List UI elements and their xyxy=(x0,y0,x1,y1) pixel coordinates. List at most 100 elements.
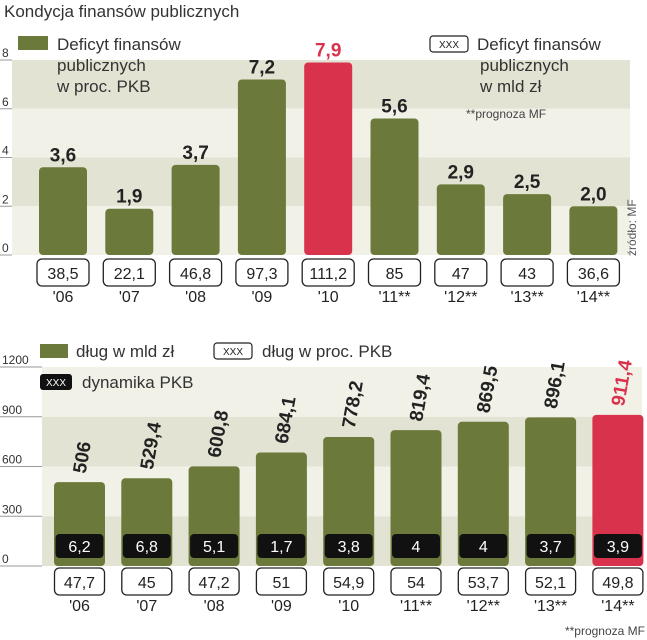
bar xyxy=(503,194,552,255)
secondary-value: 38,5 xyxy=(47,266,78,283)
secondary-value-box xyxy=(323,567,375,596)
legend-swatch xyxy=(18,36,48,50)
secondary-value-box xyxy=(188,567,240,596)
bar xyxy=(323,436,375,566)
x-tick-label: '12** xyxy=(444,289,477,306)
bar xyxy=(569,206,618,255)
dynamics-box xyxy=(55,534,104,558)
x-tick-label: '06 xyxy=(69,598,90,615)
y-tick-label: 8 xyxy=(2,46,9,60)
dynamics-box xyxy=(257,534,306,558)
secondary-value-box xyxy=(53,567,106,596)
forecast-note: **prognoza MF xyxy=(466,107,546,121)
secondary-value: 54,9 xyxy=(333,575,364,592)
x-tick-label: '14** xyxy=(577,289,610,306)
legend-box-symbol xyxy=(213,342,253,360)
legend-label: dług w proc. PKB xyxy=(262,342,392,361)
x-tick-label: '07 xyxy=(119,289,140,306)
legend-swatch xyxy=(40,344,68,358)
secondary-value: 97,3 xyxy=(246,266,277,283)
secondary-value-box xyxy=(255,567,308,596)
dynamics-value: 3,9 xyxy=(607,539,629,556)
legend-label: dynamika PKB xyxy=(82,373,194,392)
source-note: źródło: MF xyxy=(625,199,639,256)
legend-label: w proc. PKB xyxy=(56,77,151,96)
secondary-value: 36,6 xyxy=(578,266,609,283)
secondary-value-box xyxy=(592,567,644,596)
legend-label: dług w mld zł xyxy=(76,342,174,361)
y-tick-label: 0 xyxy=(2,241,9,255)
secondary-value: 52,1 xyxy=(535,575,566,592)
forecast-note: **prognoza MF xyxy=(565,624,645,638)
bar xyxy=(237,79,286,255)
bar-value-label: 2,5 xyxy=(514,172,541,193)
chart-title: Kondycja finansów publicznych xyxy=(4,2,240,21)
secondary-value-box xyxy=(367,258,422,287)
legend-label: Deficyt finansów xyxy=(477,35,601,54)
y-tick-label: 900 xyxy=(2,403,22,417)
bar-value-label: 3,7 xyxy=(182,143,208,164)
y-tick-label: 4 xyxy=(2,144,9,158)
bar xyxy=(171,164,220,255)
secondary-value-box xyxy=(500,258,554,287)
grid-band xyxy=(42,367,642,417)
secondary-value: 47,2 xyxy=(199,575,230,592)
x-tick-label: '14** xyxy=(601,598,634,615)
secondary-value: 53,7 xyxy=(468,575,499,592)
dynamics-box xyxy=(526,534,575,558)
bar xyxy=(390,430,442,566)
x-tick-label: '08 xyxy=(185,289,206,306)
bar xyxy=(105,208,154,255)
dynamics-value: 5,1 xyxy=(203,539,225,556)
secondary-value-box xyxy=(301,258,355,287)
y-tick-label: 600 xyxy=(2,453,22,467)
bar-value-label: 7,9 xyxy=(315,40,341,61)
legend-box-symbol-text: XXX xyxy=(439,40,459,51)
legend-dark-symbol-text: XXX xyxy=(46,378,66,389)
secondary-value: 49,8 xyxy=(602,575,633,592)
y-tick-label: 300 xyxy=(2,502,22,516)
dynamics-value: 6,8 xyxy=(136,539,158,556)
legend-label: w mld zł xyxy=(479,77,542,96)
legend-label: publicznych xyxy=(57,56,146,75)
dynamics-box xyxy=(122,534,171,558)
secondary-value-box xyxy=(168,258,223,287)
secondary-value: 54 xyxy=(407,575,425,592)
secondary-value-box xyxy=(457,567,509,596)
legend-box-symbol-text: XXX xyxy=(223,347,243,358)
y-tick-label: 1200 xyxy=(2,353,29,367)
secondary-value-box xyxy=(36,258,90,287)
secondary-value-box xyxy=(434,258,488,287)
secondary-value: 47,7 xyxy=(64,575,95,592)
x-tick-label: '13** xyxy=(534,598,567,615)
dynamics-value: 3,8 xyxy=(338,539,360,556)
legend-dark-symbol xyxy=(40,374,72,390)
bar xyxy=(39,167,87,255)
y-tick-label: 0 xyxy=(2,552,9,566)
legend-label: Deficyt finansów xyxy=(57,35,181,54)
dynamics-value: 1,7 xyxy=(270,539,292,556)
bar-value-label: 1,9 xyxy=(116,187,142,208)
y-tick-label: 2 xyxy=(2,192,9,206)
secondary-value: 51 xyxy=(273,575,291,592)
secondary-value-box xyxy=(102,258,156,287)
secondary-value: 47 xyxy=(452,266,470,283)
x-tick-label: '11** xyxy=(400,598,432,615)
secondary-value-box xyxy=(566,258,621,287)
bar xyxy=(436,184,485,255)
x-tick-label: '13** xyxy=(510,289,543,306)
secondary-value: 22,1 xyxy=(114,266,145,283)
x-tick-label: '10 xyxy=(318,289,339,306)
bar-value-label: 2,9 xyxy=(448,162,474,183)
dynamics-value: 4 xyxy=(479,539,488,556)
secondary-value: 45 xyxy=(138,575,156,592)
x-tick-label: '11** xyxy=(378,289,410,306)
bar xyxy=(592,414,644,566)
bar-value-label: 2,0 xyxy=(580,184,606,205)
bar-value-label: 5,6 xyxy=(381,97,407,118)
bar xyxy=(457,421,509,566)
dynamics-box xyxy=(392,534,440,558)
y-tick-label: 6 xyxy=(2,95,9,109)
